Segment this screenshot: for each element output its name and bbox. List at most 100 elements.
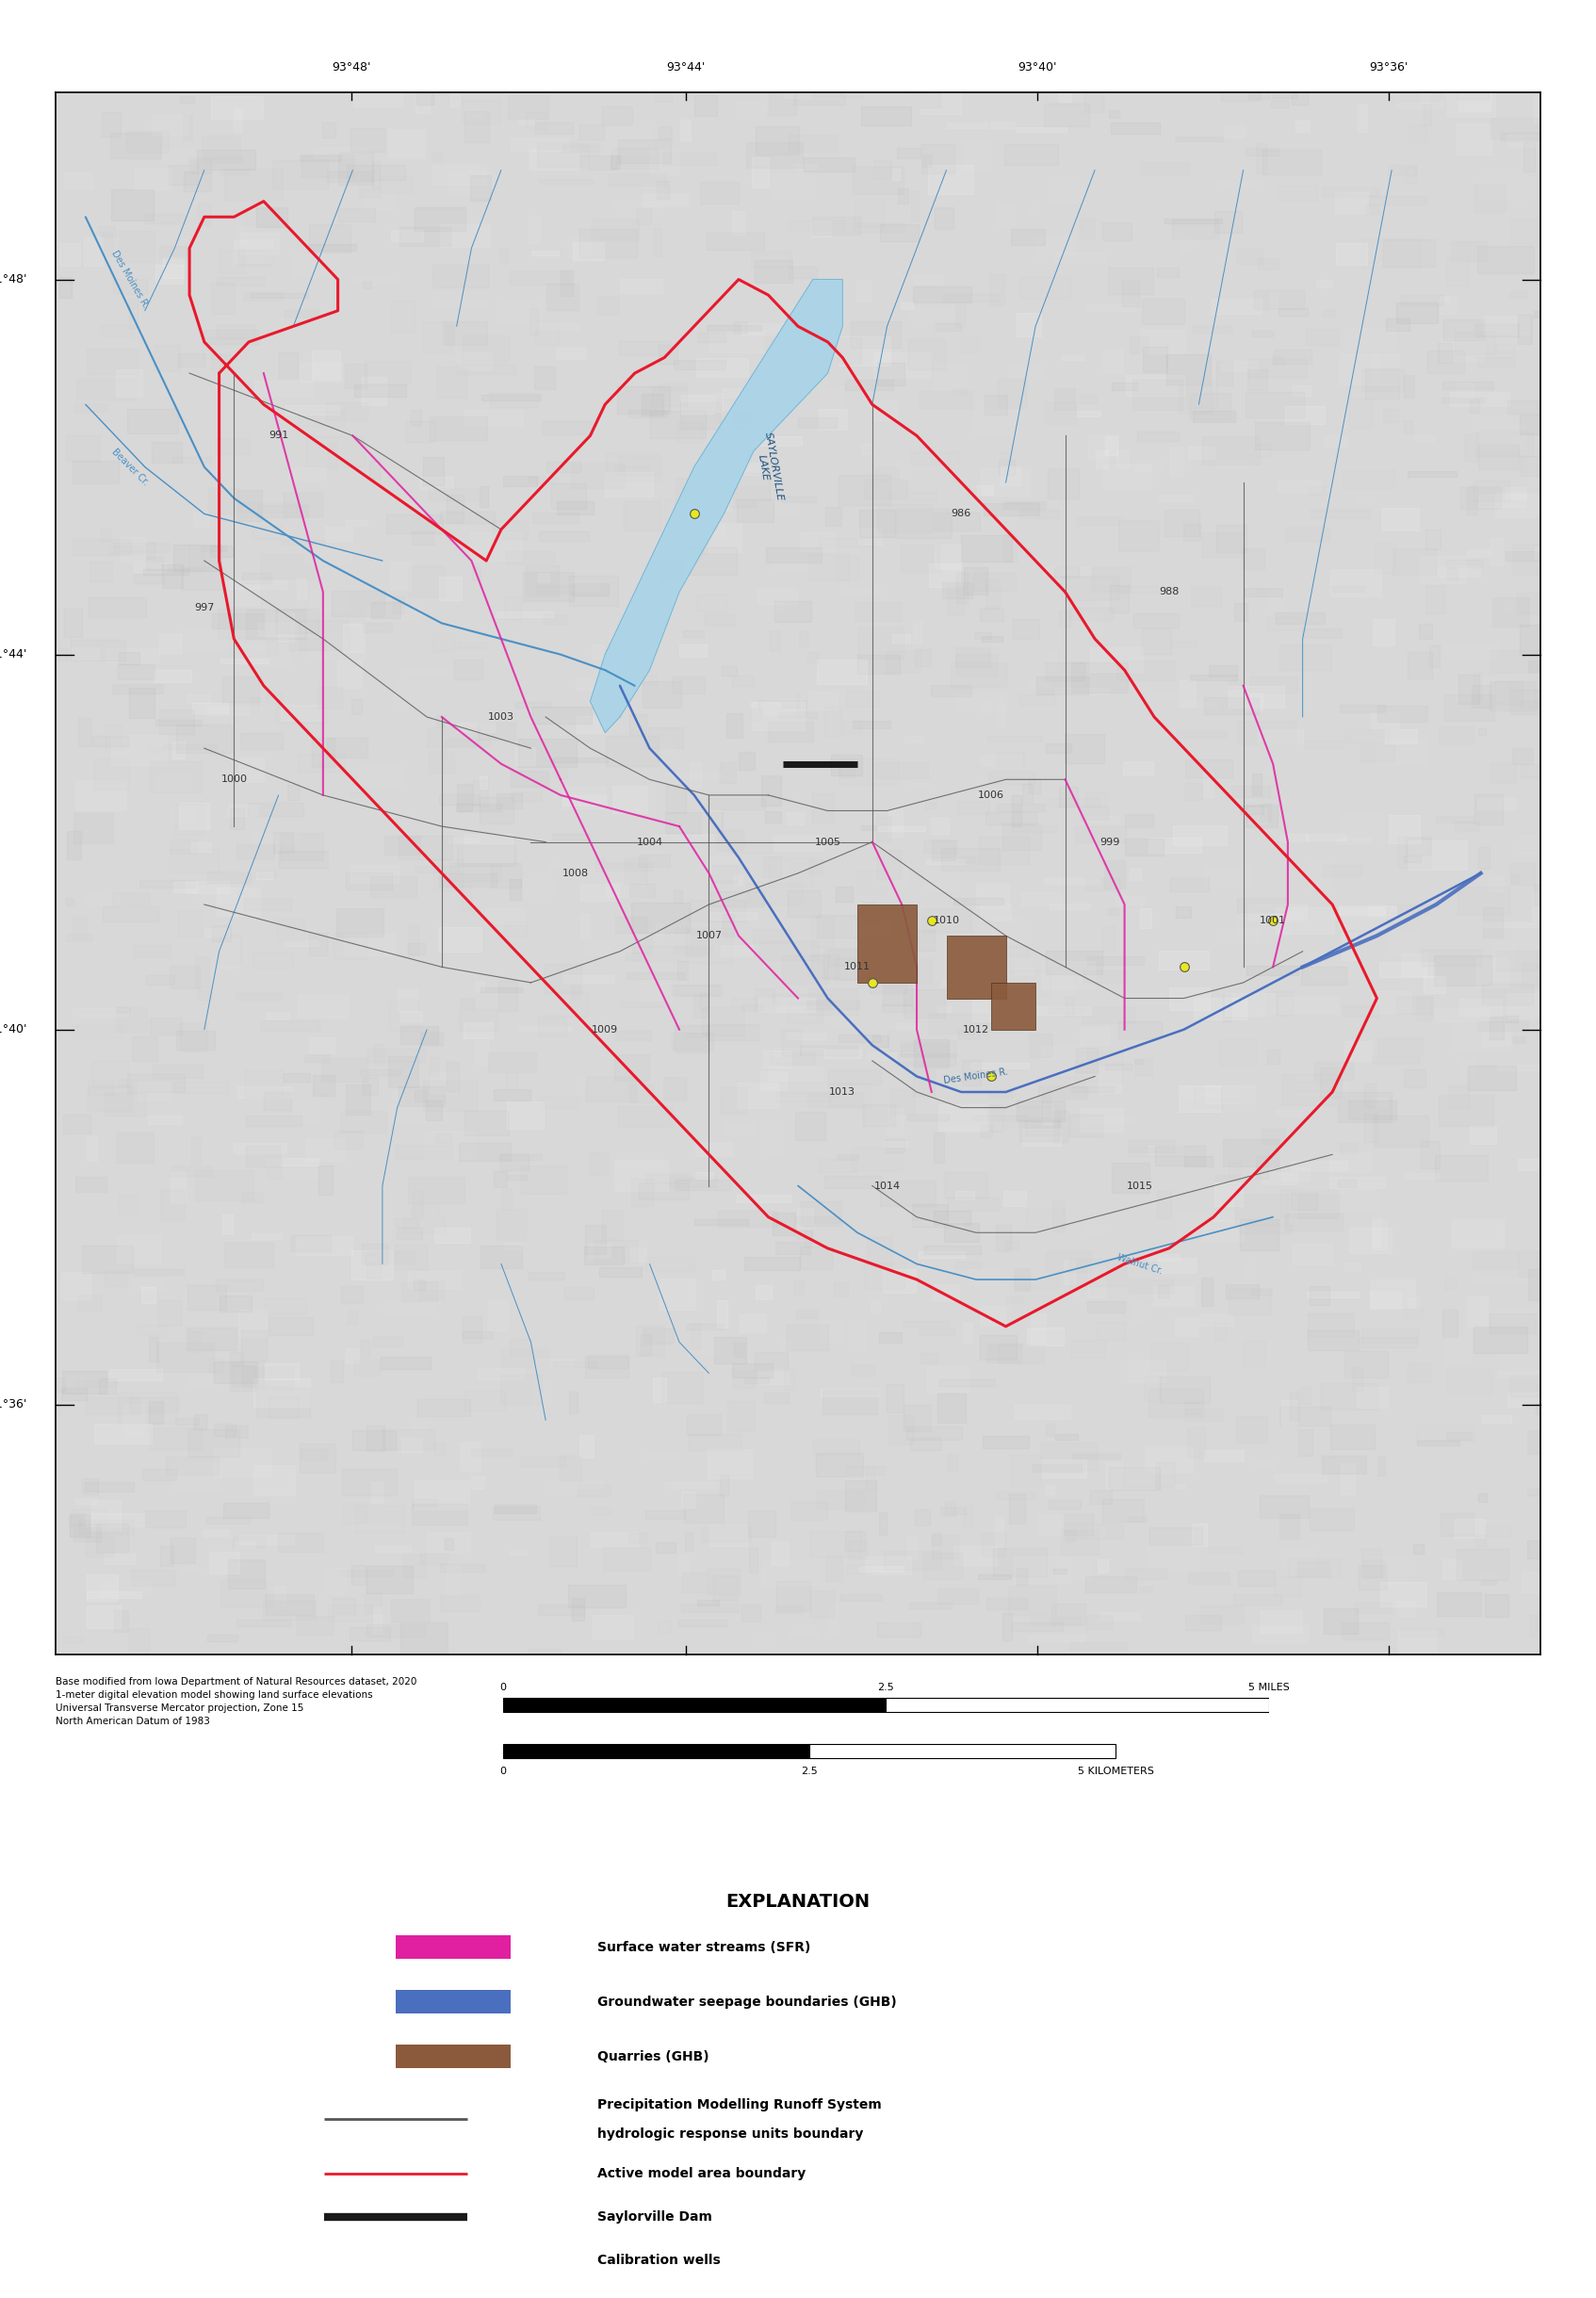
Bar	[1373, 1057, 1419, 1064]
Bar	[1012, 1455, 1041, 1487]
Bar	[311, 738, 335, 768]
Bar	[1168, 988, 1210, 1009]
Text: 0: 0	[500, 1682, 506, 1691]
Bar	[278, 1533, 324, 1551]
Bar	[1282, 1399, 1298, 1425]
Bar	[1242, 549, 1264, 570]
Bar	[538, 1604, 584, 1615]
Bar	[319, 1165, 332, 1195]
Bar	[758, 997, 814, 1011]
Bar	[88, 1590, 142, 1597]
Bar	[163, 745, 217, 749]
Bar	[1441, 398, 1484, 402]
Bar	[118, 1078, 131, 1087]
Bar	[211, 283, 235, 313]
Bar	[385, 836, 421, 855]
Bar	[345, 363, 367, 388]
Bar	[1262, 1172, 1298, 1186]
Bar	[675, 1025, 710, 1052]
Bar	[935, 545, 961, 570]
Bar	[772, 1542, 788, 1565]
Bar	[1476, 958, 1508, 988]
Bar	[1494, 683, 1523, 703]
Bar	[980, 1305, 1005, 1326]
Bar	[924, 1246, 980, 1255]
Bar	[689, 763, 701, 788]
Bar	[1262, 149, 1321, 175]
Bar	[1309, 951, 1360, 979]
Bar	[172, 742, 185, 758]
Bar	[1527, 1268, 1551, 1301]
Bar	[81, 1246, 132, 1273]
Bar	[463, 1317, 482, 1342]
Bar	[1454, 1023, 1510, 1050]
Bar	[233, 241, 271, 262]
Bar	[1473, 1326, 1527, 1354]
Bar	[852, 223, 903, 232]
Bar	[244, 899, 290, 910]
Bar	[471, 1448, 511, 1455]
Bar	[134, 944, 171, 958]
Bar	[238, 489, 262, 522]
Bar	[1315, 1062, 1353, 1080]
Bar	[1489, 878, 1503, 892]
Bar	[450, 87, 460, 108]
Bar	[1221, 361, 1258, 370]
Bar	[755, 260, 793, 283]
Bar	[962, 1059, 980, 1085]
Bar	[1224, 993, 1275, 1016]
Bar	[1058, 786, 1079, 807]
Bar	[89, 1080, 113, 1096]
Bar	[120, 538, 145, 561]
Bar	[774, 503, 798, 517]
Bar	[308, 244, 356, 250]
Bar	[1173, 1485, 1186, 1489]
Bar	[744, 1257, 800, 1271]
Bar	[1251, 1625, 1307, 1643]
Text: 1014: 1014	[873, 1181, 900, 1190]
Bar	[311, 349, 340, 379]
Bar	[913, 276, 943, 285]
Bar	[977, 882, 1009, 908]
Bar	[228, 1558, 265, 1588]
Bar	[795, 1280, 804, 1294]
Bar	[1454, 823, 1479, 830]
Bar	[1122, 586, 1171, 593]
Bar	[1243, 1264, 1254, 1278]
Bar	[1277, 480, 1320, 492]
Bar	[729, 501, 757, 508]
Bar	[433, 152, 440, 161]
Bar	[720, 763, 736, 784]
Bar	[886, 1383, 903, 1411]
Bar	[503, 1744, 809, 1758]
Bar	[661, 558, 681, 581]
Bar	[1323, 864, 1361, 876]
Bar	[1021, 892, 1060, 905]
Bar	[946, 586, 964, 616]
Bar	[506, 1057, 517, 1087]
Bar	[1179, 1085, 1238, 1096]
Bar	[776, 1092, 830, 1101]
Bar	[1457, 124, 1491, 154]
Bar	[115, 1041, 144, 1050]
Bar	[185, 882, 228, 894]
Bar	[351, 278, 397, 283]
Bar	[1076, 1052, 1122, 1082]
Text: 5 KILOMETERS: 5 KILOMETERS	[1077, 1767, 1154, 1776]
Bar	[1111, 122, 1160, 133]
Bar	[670, 1177, 717, 1188]
Bar	[1135, 1059, 1152, 1075]
Bar	[461, 882, 471, 910]
Bar	[844, 722, 862, 733]
Bar	[1092, 568, 1130, 593]
Bar	[1389, 165, 1416, 175]
Bar	[1215, 1324, 1226, 1340]
Bar	[535, 322, 559, 342]
Bar	[367, 1567, 412, 1593]
Bar	[305, 1055, 330, 1062]
Bar	[492, 519, 527, 538]
Bar	[401, 1622, 447, 1652]
Bar	[190, 1331, 200, 1354]
Bar	[643, 1328, 674, 1344]
Bar	[1457, 381, 1473, 398]
